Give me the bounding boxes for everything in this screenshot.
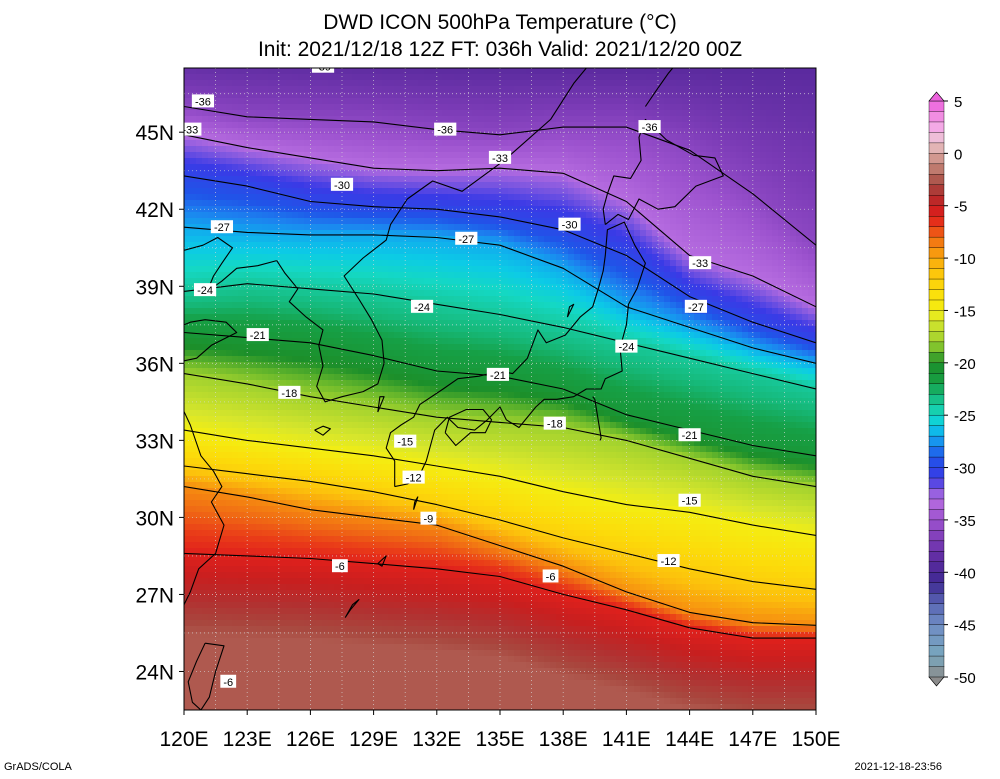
coastline-jeju — [314, 425, 331, 436]
lon-tick-label: 120E — [159, 728, 208, 751]
isotherm-label: -33 — [488, 150, 512, 165]
lat-tick-label: 39N — [135, 276, 174, 299]
colorbar-label: -35 — [954, 513, 976, 530]
isotherm-label: -30 — [558, 217, 581, 232]
isotherm-label: -24 — [193, 283, 217, 297]
lat-tick-label: 45N — [135, 122, 174, 145]
isotherm-label: -12 — [657, 554, 680, 568]
isotherm-label: -24 — [410, 299, 434, 314]
coastline-tanegashima — [413, 496, 419, 510]
coastline-okinawa — [344, 599, 360, 618]
lat-tick-label: 24N — [135, 661, 174, 684]
isotherms — [184, 68, 816, 639]
isotherm--39 — [536, 68, 564, 69]
coastline-izu-isles — [592, 396, 602, 441]
coastline-amami — [377, 555, 387, 567]
colorbar-label: -40 — [954, 565, 976, 582]
footer-timestamp: 2021-12-18-23:56 — [854, 761, 942, 773]
isotherm--36 — [184, 105, 816, 246]
isotherm-label: -30 — [330, 177, 354, 192]
isotherm-label: -9 — [420, 511, 437, 526]
isotherm-label: -27 — [210, 220, 234, 234]
colorbar-label: 5 — [954, 94, 962, 111]
isotherm-label: -12 — [402, 470, 425, 485]
lon-tick-label: 147E — [728, 728, 777, 751]
isotherm-label: -18 — [543, 416, 566, 431]
colorbar-label: -5 — [954, 199, 967, 216]
colorbar-label: -10 — [954, 251, 976, 268]
isotherm-label: -36 — [638, 120, 661, 134]
colorbar: 5 0 -5 -10 -15 -20 -25 -30 -35 -40 -45 -50 — [928, 91, 976, 687]
coastline-hokkaido — [602, 118, 724, 226]
graticule — [184, 68, 816, 710]
figure-subtitle: Init: 2021/12/18 12Z FT: 036h Valid: 202… — [257, 38, 743, 61]
lon-tick-label: 135E — [475, 728, 524, 751]
isotherm--6 — [184, 552, 816, 639]
lat-tick-label: 30N — [135, 507, 174, 530]
coastline-sado — [566, 303, 575, 318]
isotherm-label: -6 — [331, 559, 348, 573]
isotherm-label: -24 — [615, 339, 638, 354]
isotherm-label: -21 — [246, 328, 269, 342]
isotherm--27 — [184, 226, 816, 364]
colorbar-label: 0 — [954, 146, 962, 163]
isotherm-label: -27 — [455, 231, 478, 246]
lon-tick-label: 123E — [223, 728, 272, 751]
isotherm-label: -18 — [278, 385, 301, 400]
isotherm--24 — [184, 283, 816, 390]
colorbar-label: -20 — [954, 356, 976, 373]
isotherm-label: -36 — [434, 122, 457, 137]
coastline-bohai-coast — [184, 236, 234, 292]
lon-tick-label: 141E — [602, 728, 651, 751]
isotherm-label: -36 — [191, 94, 215, 108]
lat-tick-label: 42N — [135, 199, 174, 222]
isotherm-label: -21 — [486, 367, 509, 382]
isotherm-label: -33 — [184, 122, 202, 137]
coastline-sakhalin — [644, 68, 674, 107]
lon-tick-label: 138E — [539, 728, 588, 751]
coastline-liaodong — [206, 260, 277, 292]
isotherm--30 — [184, 175, 816, 344]
coastline-china-coast — [184, 391, 225, 605]
isotherm-label: -39 — [311, 68, 335, 74]
lat-tick-label: 27N — [135, 584, 174, 607]
isotherm-label: -6 — [542, 569, 559, 583]
lon-tick-label: 129E — [349, 728, 398, 751]
lat-tick-label: 36N — [135, 353, 174, 376]
colorbar-label: -25 — [954, 408, 976, 425]
isotherm-label: -33 — [689, 256, 712, 270]
footer-software: GrADS/COLA — [4, 761, 72, 773]
coastline-taiwan — [187, 642, 225, 710]
isotherm-label: -15 — [678, 493, 701, 508]
lon-tick-label: 150E — [791, 728, 840, 751]
axes: 120E 123E 126E 129E 132E 135E 138E 141E 144E 147E… — [135, 122, 840, 751]
coastline-shikoku — [444, 408, 493, 447]
lon-tick-label: 144E — [665, 728, 714, 751]
isotherm-label: -15 — [394, 434, 417, 449]
coastline-shandong — [184, 319, 238, 362]
lon-tick-label: 126E — [286, 728, 335, 751]
colorbar-label: -45 — [954, 618, 976, 635]
isotherm--9 — [184, 486, 816, 626]
isotherm-label: -27 — [684, 299, 708, 314]
coastline-tsushima — [377, 396, 385, 413]
colorbar-label: -30 — [954, 461, 976, 478]
coastline-japan-main — [385, 221, 646, 488]
isotherm--15 — [184, 429, 816, 536]
figure-title: DWD ICON 500hPa Temperature (°C) — [323, 11, 677, 34]
coastline-korea — [276, 198, 408, 403]
isotherm-label: -6 — [220, 674, 237, 689]
colorbar-label: -15 — [954, 303, 976, 320]
isotherm-label: -21 — [678, 428, 701, 442]
lat-tick-label: 33N — [135, 430, 174, 453]
isotherm-labels: -39 -36 -33 -36 -36 -33 -30 -30 -27 -27 -33 -24 -24 -… — [184, 68, 712, 689]
colorbar-label: -50 — [954, 670, 976, 687]
isotherm--12 — [184, 465, 816, 590]
temperature-field — [184, 68, 816, 710]
lon-tick-label: 132E — [412, 728, 461, 751]
